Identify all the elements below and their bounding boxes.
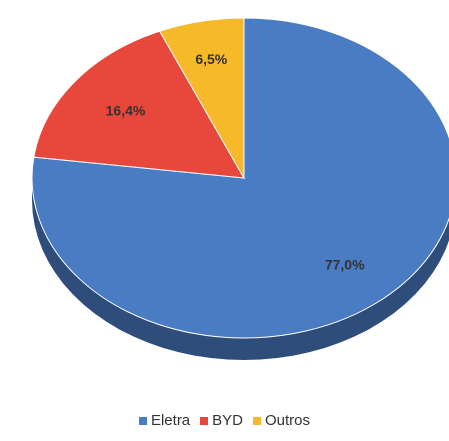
legend-item-eletra: Eletra	[138, 412, 191, 429]
legend-label-byd: BYD	[212, 412, 243, 429]
legend-item-outros: Outros	[253, 412, 310, 429]
legend-swatch-outros	[253, 416, 261, 425]
legend-label-eletra: Eletra	[150, 412, 191, 429]
legend-item-byd: BYD	[200, 412, 243, 429]
legend-swatch-eletra	[138, 416, 147, 425]
pie-slices	[31, 17, 449, 339]
data-label-byd: 16,4%	[106, 103, 146, 119]
pie-slice-outros	[158, 17, 245, 180]
data-label-eletra: 77,0%	[325, 257, 365, 273]
legend-label-outros: Outros	[265, 412, 311, 429]
chart-legend: Eletra BYD Outros	[0, 412, 449, 429]
legend-swatch-byd	[200, 416, 209, 425]
data-label-outros: 6,5%	[195, 51, 227, 67]
pie-slice-byd	[33, 30, 245, 179]
